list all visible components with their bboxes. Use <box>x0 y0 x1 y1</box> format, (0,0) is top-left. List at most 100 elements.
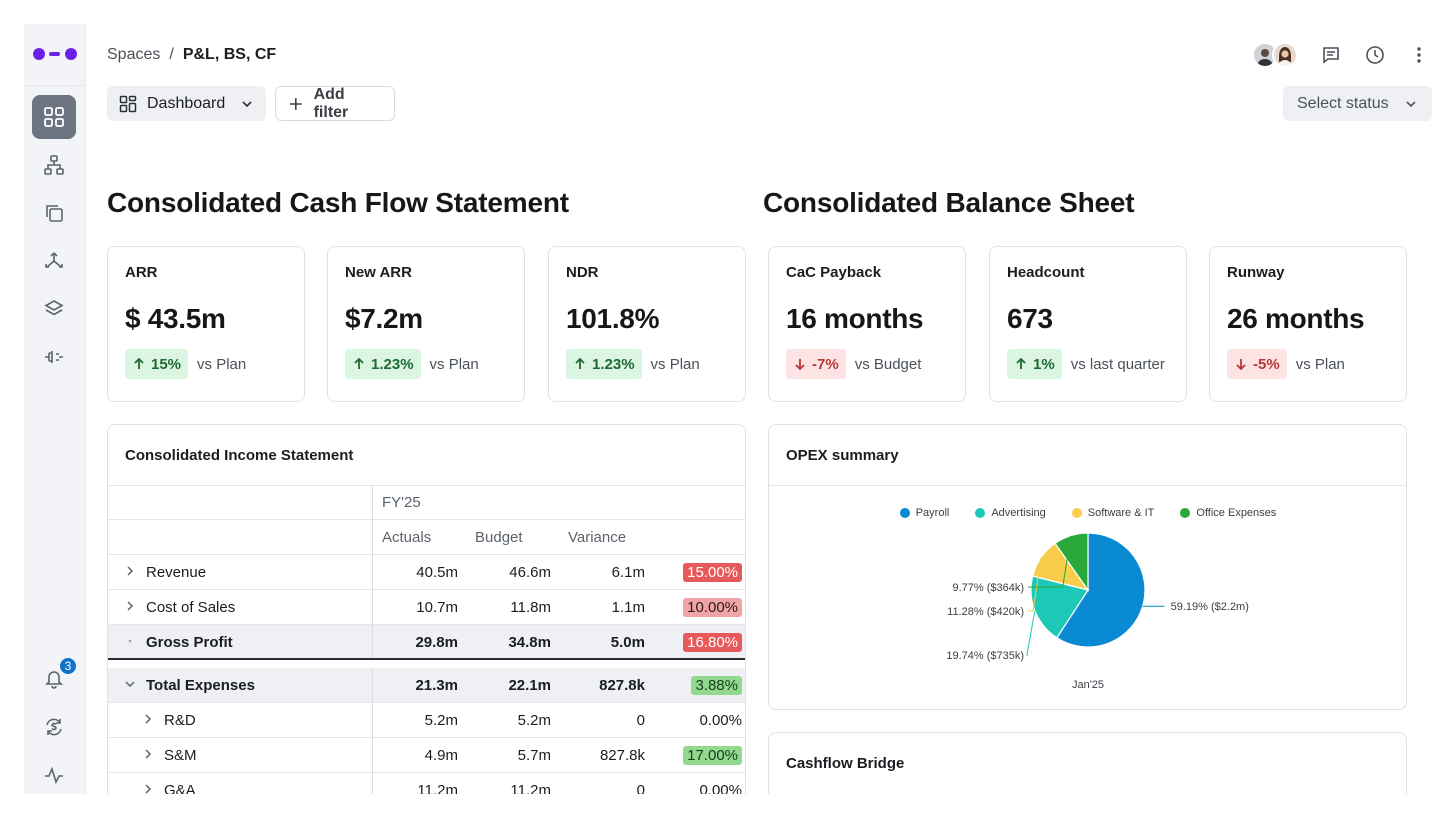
budget-cell: 5.7m <box>517 747 551 764</box>
pie-slice[interactable] <box>1054 532 1089 592</box>
table-row[interactable]: Cost of Sales 10.7m 11.8m 1.1m 10.00% <box>108 590 745 625</box>
legend-label: Office Expenses <box>1196 507 1277 519</box>
chevron-right-icon[interactable] <box>142 712 154 729</box>
kpi-change-chip: 1.23% <box>345 349 421 379</box>
kpi-card[interactable]: New ARR $7.2m 1.23% vs Plan <box>327 246 525 402</box>
sidebar: 3 <box>24 24 86 794</box>
table-row[interactable]: G&A 11.2m 11.2m 0 0.00% <box>108 773 745 794</box>
app-logo[interactable] <box>32 46 78 62</box>
actuals-cell: 29.8m <box>415 634 458 651</box>
budget-cell: 46.6m <box>509 564 551 581</box>
view-selector[interactable]: Dashboard <box>107 86 266 121</box>
cashflow-bridge-title: Cashflow Bridge <box>786 755 905 772</box>
table-row[interactable]: Revenue 40.5m 46.6m 6.1m 15.00% <box>108 555 745 590</box>
table-row[interactable]: Gross Profit 29.8m 34.8m 5.0m 16.80% <box>108 625 745 660</box>
legend-item[interactable]: Advertising <box>975 507 1046 519</box>
arrow-up-icon <box>575 357 585 369</box>
chart-period-label: Jan'25 <box>1072 679 1104 691</box>
kpi-label: NDR <box>566 264 599 281</box>
row-label: G&A <box>164 782 196 794</box>
bell-icon <box>45 671 63 689</box>
kpi-value: 673 <box>1007 303 1053 334</box>
variance-pct-cell: 17.00% <box>645 738 742 773</box>
column-header-variance[interactable]: Variance <box>568 529 627 546</box>
nav-dashboard[interactable] <box>32 95 76 139</box>
layers-icon <box>44 300 64 316</box>
kpi-comparison: vs Plan <box>650 355 700 373</box>
row-label: S&M <box>164 747 197 764</box>
notification-badge: 3 <box>58 656 78 676</box>
collaborator-avatars[interactable] <box>1252 41 1300 69</box>
kpi-card[interactable]: Runway 26 months -5% vs Plan <box>1209 246 1407 402</box>
kpi-comparison: vs last quarter <box>1070 355 1165 373</box>
nav-notifications[interactable] <box>32 656 76 700</box>
add-filter-label: Add filter <box>313 85 349 121</box>
kpi-change: 1.23% <box>371 355 414 373</box>
breadcrumb-separator: / <box>169 46 174 63</box>
kpi-card[interactable]: CaC Payback 16 months -7% vs Budget <box>768 246 966 402</box>
legend-item[interactable]: Payroll <box>899 507 950 519</box>
pie-data-label: 9.77% ($364k) <box>952 582 1024 594</box>
chevron-down-icon <box>242 100 252 107</box>
legend-swatch <box>1180 508 1191 518</box>
legend-label: Payroll <box>915 507 950 519</box>
kpi-label: New ARR <box>345 264 412 281</box>
legend-item[interactable]: Office Expenses <box>1180 507 1276 519</box>
pie-label-leader <box>1028 535 1072 588</box>
row-label: Gross Profit <box>146 634 233 651</box>
row-label-cell: Total Expenses <box>124 668 255 703</box>
budget-cell: 34.8m <box>508 634 551 651</box>
kpi-footer: -7% vs Budget <box>786 349 948 379</box>
nav-layers[interactable] <box>32 287 76 331</box>
share-nodes-icon <box>45 252 63 268</box>
add-filter-button[interactable]: Add filter <box>275 86 395 121</box>
comments-button[interactable] <box>1318 42 1344 68</box>
chevron-right-icon[interactable] <box>142 747 154 764</box>
row-label-cell: Gross Profit <box>124 625 233 660</box>
kpi-change-chip: 1.23% <box>566 349 642 379</box>
opex-summary-title: OPEX summary <box>786 447 899 464</box>
header-actions <box>1252 40 1432 70</box>
variance-pct: 17.00% <box>683 746 742 765</box>
nav-hierarchy[interactable] <box>32 143 76 187</box>
actuals-cell: 11.2m <box>417 782 458 794</box>
kpi-card[interactable]: Headcount 673 1% vs last quarter <box>989 246 1187 402</box>
history-button[interactable] <box>1362 42 1388 68</box>
kpi-footer: 1.23% vs Plan <box>566 349 728 379</box>
plus-icon <box>289 97 302 110</box>
table-row[interactable]: S&M 4.9m 5.7m 827.8k 17.00% <box>108 738 745 773</box>
kpi-change: -5% <box>1253 355 1280 373</box>
kpi-card[interactable]: NDR 101.8% 1.23% vs Plan <box>548 246 746 402</box>
variance-pct-cell: 10.00% <box>645 590 742 625</box>
chevron-down-icon[interactable] <box>124 677 136 694</box>
chevron-right-icon[interactable] <box>124 564 136 581</box>
legend-item[interactable]: Software & IT <box>1071 507 1154 519</box>
chevron-right-icon[interactable] <box>142 782 154 794</box>
variance-cell: 5.0m <box>610 634 645 651</box>
chevron-right-icon[interactable] <box>124 599 136 616</box>
variance-cell: 0 <box>636 782 645 794</box>
nav-copies[interactable] <box>32 191 76 235</box>
currency-sync-icon <box>46 718 62 736</box>
status-select[interactable]: Select status <box>1283 86 1432 121</box>
table-row[interactable]: Total Expenses 21.3m 22.1m 827.8k 3.88% <box>108 668 745 703</box>
column-header-actuals[interactable]: Actuals <box>382 529 432 546</box>
breadcrumb-spaces[interactable]: Spaces <box>107 46 161 63</box>
row-label: Total Expenses <box>146 677 255 694</box>
kpi-comparison: vs Budget <box>854 355 922 373</box>
row-label: Cost of Sales <box>146 599 236 616</box>
pie-slice[interactable] <box>1030 575 1089 639</box>
nav-activity[interactable] <box>32 753 76 794</box>
nav-connectors[interactable] <box>32 335 76 379</box>
actuals-cell: 10.7m <box>416 599 458 616</box>
nav-currency-sync[interactable] <box>32 705 76 749</box>
column-header-budget[interactable]: Budget <box>475 529 523 546</box>
nav-integrations[interactable] <box>32 239 76 283</box>
sidebar-divider <box>24 85 86 86</box>
table-row[interactable]: R&D 5.2m 5.2m 0 0.00% <box>108 703 745 738</box>
kpi-footer: 1% vs last quarter <box>1007 349 1169 379</box>
more-options-button[interactable] <box>1406 42 1432 68</box>
variance-pct: 10.00% <box>683 598 742 617</box>
kpi-card[interactable]: ARR $ 43.5m 15% vs Plan <box>107 246 305 402</box>
row-label-cell: Revenue <box>124 555 206 590</box>
